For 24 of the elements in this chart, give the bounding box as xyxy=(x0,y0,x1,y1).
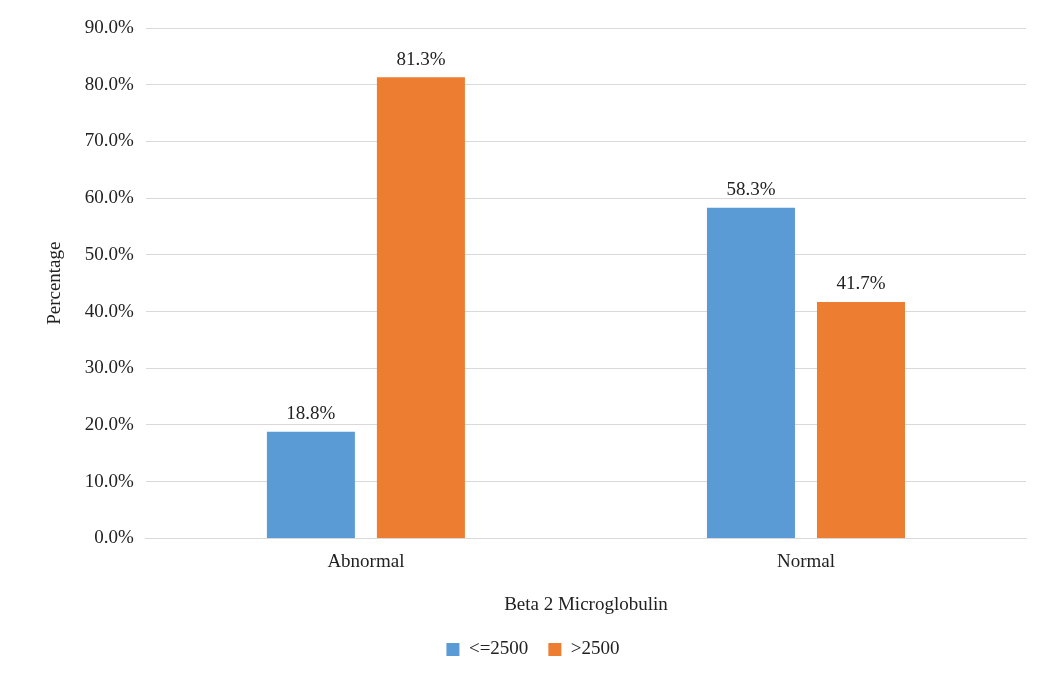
x-tick-label: Normal xyxy=(776,549,835,571)
bar xyxy=(816,301,905,538)
y-tick-label: 0.0% xyxy=(94,526,135,548)
y-tick-label: 90.0% xyxy=(84,15,135,37)
x-tick-label: Abnormal xyxy=(327,549,405,571)
y-tick-label: 80.0% xyxy=(84,72,135,94)
data-label: 18.8% xyxy=(286,402,336,424)
data-label: 41.7% xyxy=(836,272,886,294)
y-tick-label: 40.0% xyxy=(84,299,135,321)
legend-label: >2500 xyxy=(570,637,620,659)
y-tick-label: 50.0% xyxy=(84,242,135,264)
y-axis-title: Percentage xyxy=(43,241,65,325)
bar xyxy=(706,207,795,538)
x-axis-title: Beta 2 Microglobulin xyxy=(504,592,669,614)
bar xyxy=(376,77,465,538)
y-tick-label: 20.0% xyxy=(84,412,135,434)
bar xyxy=(266,431,355,538)
y-tick-label: 70.0% xyxy=(84,129,135,151)
y-tick-label: 10.0% xyxy=(84,469,135,491)
data-label: 58.3% xyxy=(726,178,776,200)
y-tick-label: 60.0% xyxy=(84,186,135,208)
data-label: 81.3% xyxy=(396,47,446,69)
legend-label: <=2500 xyxy=(468,637,529,659)
y-tick-label: 30.0% xyxy=(84,356,135,378)
